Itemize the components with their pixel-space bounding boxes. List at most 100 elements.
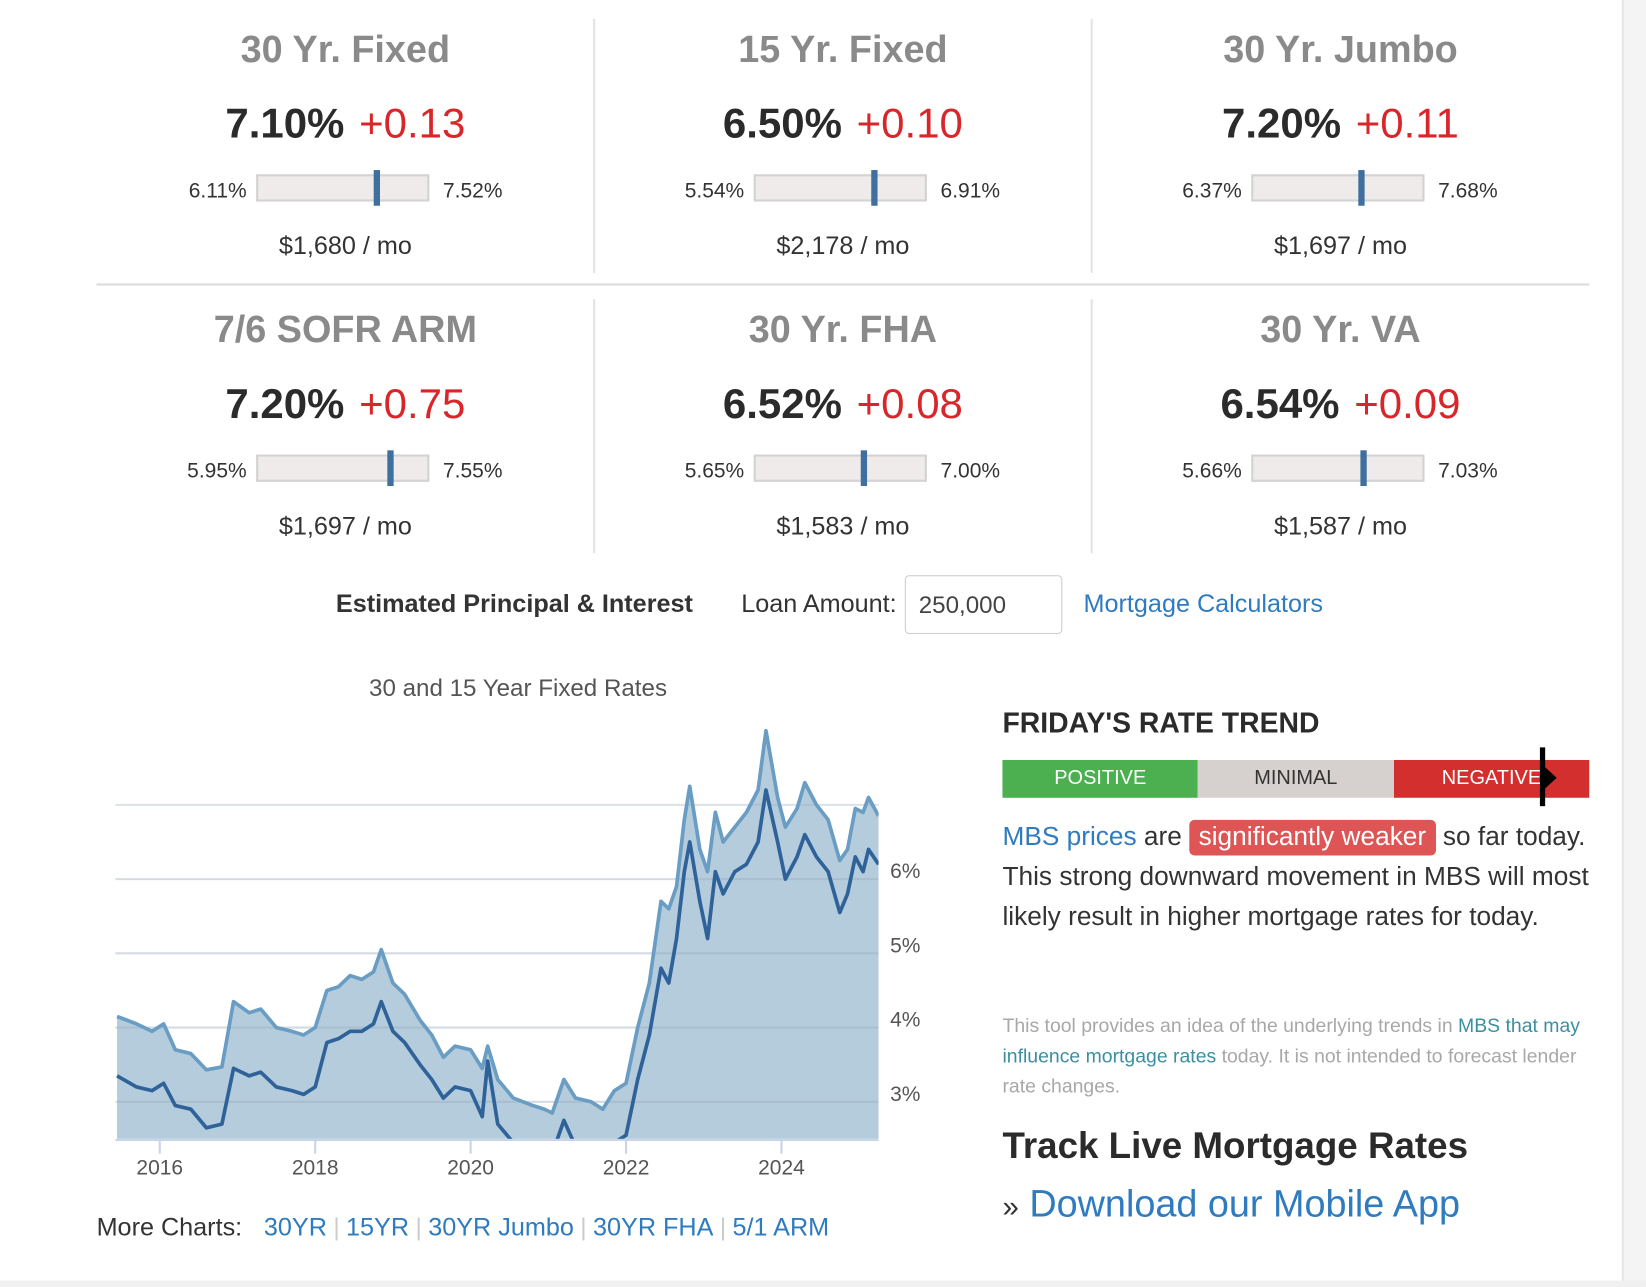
- rate-value: 6.54%: [1220, 381, 1340, 428]
- range-low: 5.66%: [1182, 459, 1242, 483]
- rate-card: 15 Yr. Fixed 6.50% +0.10 5.54% 6.91% $2,178 /…: [594, 0, 1092, 262]
- y-tick-label: 3%: [890, 1083, 920, 1106]
- range-high: 7.52%: [442, 179, 503, 203]
- monthly-payment: $1,583 / mo: [776, 512, 910, 541]
- rate-value: 7.20%: [225, 381, 345, 428]
- text-are: are: [1143, 821, 1182, 852]
- trend-indicator-arrow-icon: [1544, 766, 1557, 790]
- divider: [593, 299, 596, 554]
- range-bar: [753, 450, 927, 487]
- trend-note: This tool provides an idea of the underl…: [1002, 1010, 1590, 1101]
- trend-negative: NEGATIVE: [1393, 759, 1590, 798]
- rate-card: 30 Yr. VA 6.54% +0.09 5.66% 7.03% $1,587 / mo: [1092, 280, 1590, 542]
- range-bar: [256, 450, 430, 487]
- trend-positive: POSITIVE: [1002, 759, 1199, 798]
- loan-amount-label: Loan Amount:: [741, 589, 897, 619]
- divider: [593, 18, 596, 273]
- rate-change: +0.08: [856, 381, 963, 428]
- range-marker: [386, 450, 394, 487]
- rate-value: 7.20%: [1222, 100, 1342, 147]
- payment-calculator: Estimated Principal & Interest Loan Amou…: [335, 575, 1323, 635]
- rate-value: 6.50%: [722, 100, 842, 147]
- more-charts-label: More Charts:: [96, 1213, 243, 1242]
- x-tick-label: 2022: [603, 1157, 650, 1180]
- range-bar: [753, 170, 927, 206]
- card-title: 30 Yr. VA: [1260, 307, 1421, 351]
- app-heading: Track Live Mortgage Rates: [1002, 1125, 1469, 1167]
- loan-amount-input[interactable]: [905, 575, 1063, 635]
- range-high: 7.68%: [1438, 179, 1498, 203]
- card-rate: 7.20% +0.75: [97, 381, 595, 428]
- more-chart-link[interactable]: 5/1 ARM: [732, 1213, 830, 1242]
- rate-trend-bar: POSITIVE MINIMAL NEGATIVE: [1002, 747, 1590, 807]
- link-separator: |: [333, 1213, 340, 1242]
- x-tick-label: 2016: [136, 1157, 183, 1180]
- monthly-payment: $1,680 / mo: [278, 231, 412, 261]
- more-chart-link[interactable]: 30YR: [263, 1213, 327, 1242]
- rate-card: 7/6 SOFR ARM 7.20% +0.75 5.95% 7.55% $1,697 /…: [97, 280, 595, 542]
- range-low: 6.11%: [188, 179, 247, 203]
- series-30yr-line: [116, 728, 879, 1115]
- rate-change: +0.10: [856, 100, 963, 147]
- rate-value: 7.10%: [225, 100, 345, 147]
- range-low: 5.95%: [187, 459, 247, 483]
- note-text-end: today. It is not intended to forecast le…: [1002, 1044, 1577, 1097]
- range-bar: [1251, 170, 1425, 206]
- trend-minimal: MINIMAL: [1198, 759, 1394, 798]
- scrollbar-track[interactable]: [1621, 0, 1646, 1287]
- card-rate: 7.20% +0.11: [1092, 101, 1590, 148]
- link-separator: |: [415, 1213, 422, 1242]
- horizontal-divider: [96, 283, 1590, 286]
- rate-card: 30 Yr. Fixed 7.10% +0.13 6.11% 7.52% $1,680 /…: [97, 0, 595, 262]
- trend-badge: significantly weaker: [1189, 819, 1436, 856]
- range-low: 6.37%: [1182, 179, 1242, 203]
- more-chart-link[interactable]: 30YR Jumbo: [428, 1213, 574, 1242]
- card-rate: 6.50% +0.10: [594, 101, 1092, 148]
- trend-text: so far today. This strong downward movem…: [1002, 821, 1589, 932]
- link-separator: |: [719, 1213, 727, 1242]
- range-low: 5.54%: [684, 179, 745, 203]
- more-chart-link[interactable]: 30YR FHA: [592, 1213, 714, 1242]
- card-rate: 7.10% +0.13: [97, 101, 595, 148]
- y-tick-label: 4%: [890, 1009, 920, 1032]
- app-download: » Download our Mobile App: [1002, 1182, 1460, 1226]
- range-bar: [256, 170, 430, 206]
- download-app-link[interactable]: Download our Mobile App: [1029, 1181, 1460, 1225]
- rate-card: 30 Yr. Jumbo 7.20% +0.11 6.37% 7.68% $1,697 /…: [1092, 0, 1590, 262]
- divider: [1090, 18, 1093, 273]
- rate-change: +0.75: [359, 381, 466, 428]
- range-high: 7.00%: [940, 459, 1001, 483]
- link-separator: |: [580, 1213, 587, 1242]
- divider: [1090, 299, 1093, 554]
- rates-chart: 3% 4% 5% 6% 2016 2018 2020 2022 2024: [115, 728, 920, 1180]
- y-tick-label: 5%: [890, 934, 920, 957]
- estimate-label: Estimated Principal & Interest: [335, 589, 693, 619]
- y-tick-label: 6%: [890, 860, 920, 883]
- range-bar: [1251, 450, 1425, 487]
- rate-change: +0.13: [359, 100, 466, 147]
- monthly-payment: $1,697 / mo: [278, 512, 412, 541]
- card-title: 30 Yr. Jumbo: [1223, 27, 1458, 71]
- x-tick-label: 2024: [758, 1157, 805, 1180]
- rate-change: +0.09: [1354, 381, 1461, 428]
- monthly-payment: $2,178 / mo: [776, 231, 910, 261]
- mbs-influence-link[interactable]: MBS that may influence mortgage rates: [1002, 1014, 1580, 1067]
- range-marker: [860, 450, 868, 487]
- series-15yr-line: [116, 788, 879, 1139]
- range-marker: [1360, 450, 1367, 487]
- x-tick-label: 2018: [292, 1157, 339, 1180]
- note-text: This tool provides an idea of the underl…: [1002, 1014, 1459, 1037]
- monthly-payment: $1,697 / mo: [1273, 231, 1407, 261]
- more-chart-link[interactable]: 15YR: [346, 1213, 410, 1242]
- card-title: 30 Yr. FHA: [748, 307, 938, 351]
- mortgage-calculators-link[interactable]: Mortgage Calculators: [1083, 589, 1323, 619]
- chevron-right-icon: »: [1002, 1190, 1019, 1223]
- trend-description: MBS prices are significantly weaker so f…: [1002, 817, 1590, 937]
- mbs-prices-link[interactable]: MBS prices: [1002, 821, 1137, 852]
- range-marker: [373, 170, 380, 206]
- range-marker: [870, 170, 878, 206]
- range-high: 6.91%: [940, 179, 1001, 203]
- rate-value: 6.52%: [722, 381, 842, 428]
- chart-title: 30 and 15 Year Fixed Rates: [369, 673, 668, 702]
